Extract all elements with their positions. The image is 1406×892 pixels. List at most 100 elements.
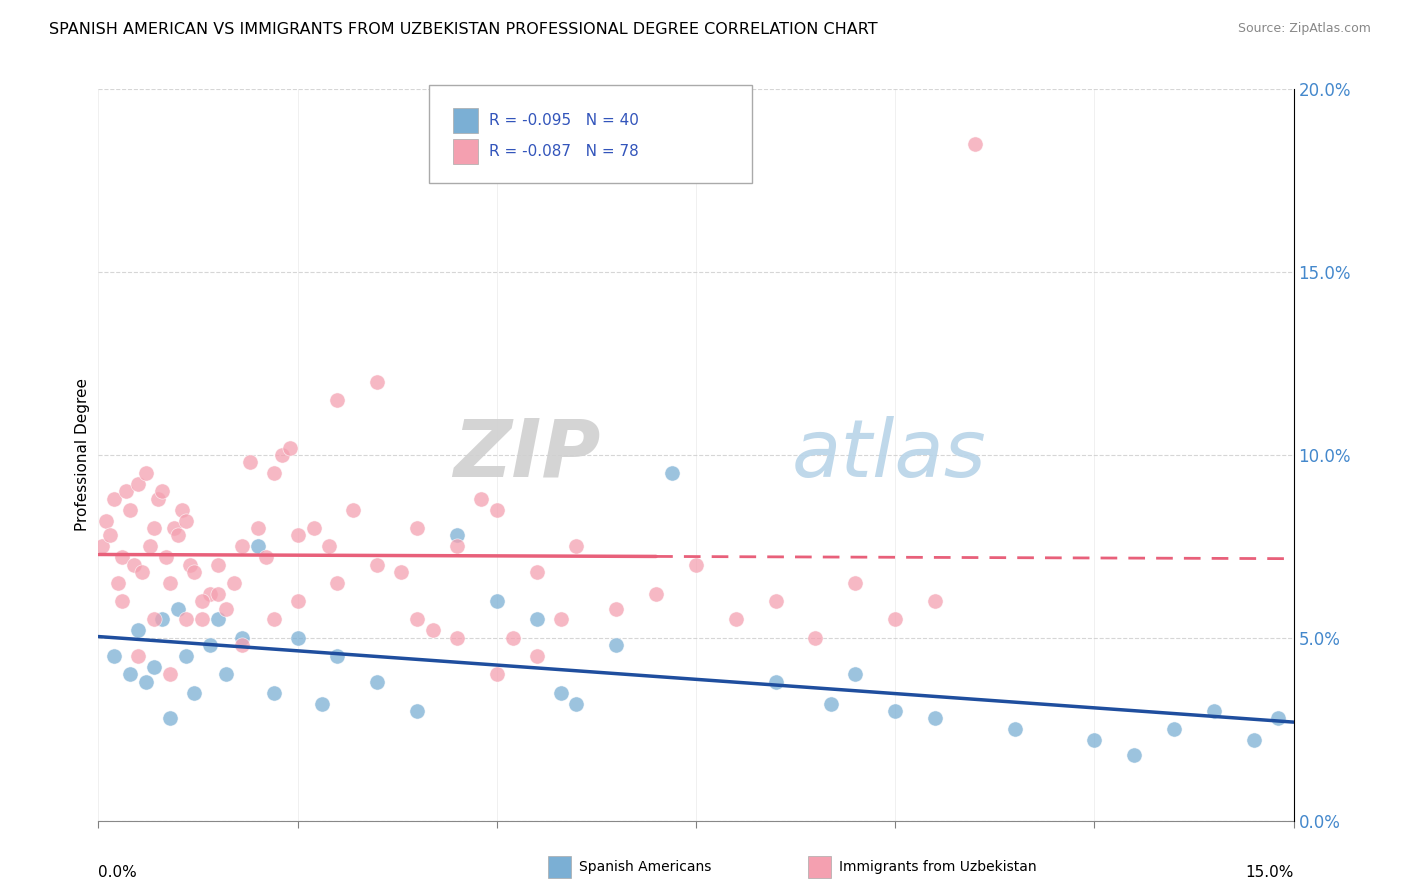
Point <box>222 576 245 591</box>
Point <box>120 667 142 681</box>
Point <box>107 576 129 591</box>
Point <box>724 613 747 627</box>
Point <box>526 565 548 579</box>
Point <box>287 528 309 542</box>
Point <box>198 587 221 601</box>
Point <box>174 613 197 627</box>
Point <box>198 638 221 652</box>
Point <box>446 528 468 542</box>
Point <box>131 565 153 579</box>
Point <box>550 686 572 700</box>
Point <box>278 441 301 455</box>
Point <box>326 392 349 407</box>
Point <box>183 565 205 579</box>
Point <box>287 631 309 645</box>
Point <box>884 704 907 718</box>
Point <box>366 375 388 389</box>
Point <box>422 624 444 638</box>
Point <box>155 550 177 565</box>
Point <box>231 638 253 652</box>
Text: Spanish Americans: Spanish Americans <box>579 860 711 874</box>
Point <box>1243 733 1265 747</box>
Point <box>191 613 214 627</box>
Point <box>143 660 166 674</box>
Point <box>239 455 262 469</box>
Point <box>270 448 292 462</box>
Text: 15.0%: 15.0% <box>1246 864 1294 880</box>
Point <box>1123 747 1146 762</box>
Point <box>318 539 340 553</box>
Point <box>183 686 205 700</box>
Point <box>263 466 285 480</box>
Text: R = -0.087   N = 78: R = -0.087 N = 78 <box>489 145 640 159</box>
Point <box>143 521 166 535</box>
Text: R = -0.095   N = 40: R = -0.095 N = 40 <box>489 113 640 128</box>
Point <box>207 613 229 627</box>
Point <box>231 631 253 645</box>
Point <box>231 539 253 553</box>
Point <box>605 601 627 615</box>
Point <box>150 613 173 627</box>
Point <box>191 594 214 608</box>
Point <box>661 466 683 480</box>
Point <box>127 624 149 638</box>
Point <box>326 576 349 591</box>
Point <box>263 686 285 700</box>
Point <box>287 594 309 608</box>
Point <box>215 667 238 681</box>
Point <box>143 613 166 627</box>
Point <box>406 613 429 627</box>
Point <box>804 631 827 645</box>
Point <box>98 528 122 542</box>
Point <box>342 503 364 517</box>
Point <box>470 491 492 506</box>
Point <box>406 521 429 535</box>
Point <box>207 558 229 572</box>
Point <box>167 601 190 615</box>
Point <box>115 484 138 499</box>
Point <box>159 711 181 725</box>
Point <box>302 521 325 535</box>
Point <box>135 466 157 480</box>
Point <box>485 503 508 517</box>
Point <box>389 565 412 579</box>
Point <box>366 558 388 572</box>
Point <box>124 558 146 572</box>
Point <box>645 587 668 601</box>
Text: ZIP: ZIP <box>453 416 600 494</box>
Point <box>207 587 229 601</box>
Point <box>127 649 149 664</box>
Point <box>167 528 190 542</box>
Point <box>844 576 866 591</box>
Point <box>263 613 285 627</box>
Point <box>820 697 842 711</box>
Point <box>179 558 201 572</box>
Point <box>254 550 277 565</box>
Text: Source: ZipAtlas.com: Source: ZipAtlas.com <box>1237 22 1371 36</box>
Point <box>174 514 197 528</box>
Text: SPANISH AMERICAN VS IMMIGRANTS FROM UZBEKISTAN PROFESSIONAL DEGREE CORRELATION C: SPANISH AMERICAN VS IMMIGRANTS FROM UZBE… <box>49 22 877 37</box>
Point <box>111 594 134 608</box>
Point <box>565 539 588 553</box>
Point <box>963 136 986 151</box>
Point <box>884 613 907 627</box>
Point <box>1083 733 1105 747</box>
Point <box>924 594 946 608</box>
Point <box>159 667 181 681</box>
Point <box>103 649 125 664</box>
Point <box>605 638 627 652</box>
Text: Immigrants from Uzbekistan: Immigrants from Uzbekistan <box>839 860 1038 874</box>
Point <box>844 667 866 681</box>
Point <box>446 539 468 553</box>
Point <box>502 631 524 645</box>
Point <box>127 477 149 491</box>
Point <box>1267 711 1289 725</box>
Point <box>120 503 142 517</box>
Text: 0.0%: 0.0% <box>98 864 138 880</box>
Point <box>246 539 269 553</box>
Point <box>565 697 588 711</box>
Point <box>172 503 194 517</box>
Point <box>148 491 170 506</box>
Point <box>765 594 787 608</box>
Point <box>159 576 181 591</box>
